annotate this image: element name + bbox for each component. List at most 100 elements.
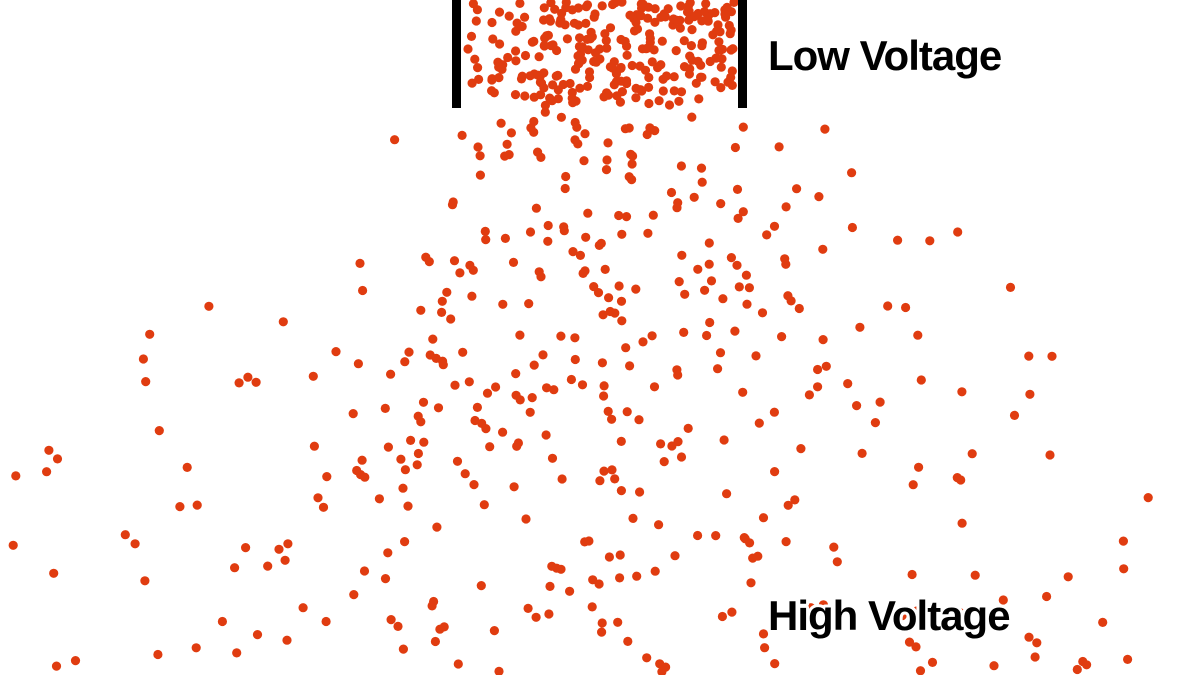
particle bbox=[471, 16, 481, 26]
particle bbox=[442, 287, 452, 297]
particle bbox=[727, 80, 737, 90]
particle bbox=[355, 258, 365, 268]
particle bbox=[683, 1, 693, 12]
particle bbox=[481, 235, 491, 245]
particle bbox=[322, 472, 332, 482]
particle bbox=[533, 147, 543, 157]
particle bbox=[544, 609, 554, 619]
particle bbox=[283, 539, 293, 549]
particle bbox=[605, 62, 616, 72]
particle bbox=[813, 382, 823, 392]
particle bbox=[565, 586, 575, 596]
particle bbox=[230, 563, 240, 573]
particle bbox=[847, 168, 857, 178]
particle bbox=[549, 385, 559, 395]
particle bbox=[274, 544, 284, 554]
particle bbox=[557, 474, 567, 484]
particle bbox=[957, 387, 967, 397]
particle bbox=[489, 626, 499, 636]
particle bbox=[626, 149, 636, 159]
particle bbox=[712, 26, 722, 36]
particle bbox=[511, 56, 521, 66]
particle bbox=[855, 322, 865, 332]
particle bbox=[429, 596, 439, 607]
particle bbox=[818, 244, 828, 254]
particle bbox=[1047, 351, 1057, 361]
particle bbox=[476, 581, 486, 591]
particle bbox=[191, 643, 201, 653]
particle bbox=[729, 0, 739, 7]
particle bbox=[955, 608, 965, 618]
particle bbox=[561, 0, 571, 7]
particle bbox=[321, 616, 331, 627]
particle bbox=[622, 407, 632, 417]
particle bbox=[911, 642, 921, 652]
particle bbox=[636, 11, 646, 21]
particle bbox=[524, 299, 534, 309]
particle bbox=[705, 56, 715, 67]
particle bbox=[579, 156, 589, 166]
particle bbox=[568, 98, 578, 108]
particle bbox=[580, 129, 590, 139]
particle bbox=[694, 94, 704, 104]
particle bbox=[726, 45, 736, 55]
particle bbox=[821, 361, 831, 371]
particle bbox=[374, 494, 384, 504]
particle bbox=[627, 60, 637, 71]
particle bbox=[649, 382, 660, 392]
particle bbox=[781, 537, 791, 547]
particle bbox=[552, 45, 562, 56]
particle bbox=[643, 43, 653, 53]
particle bbox=[559, 222, 569, 232]
particle bbox=[820, 124, 830, 134]
particle bbox=[600, 29, 610, 39]
particle bbox=[595, 44, 605, 54]
particle bbox=[669, 72, 679, 82]
particle bbox=[748, 553, 758, 563]
particle bbox=[897, 611, 907, 621]
particle bbox=[883, 301, 893, 311]
particle bbox=[710, 8, 720, 18]
particle bbox=[466, 31, 477, 41]
particle bbox=[497, 64, 507, 74]
particle bbox=[644, 98, 654, 109]
particle bbox=[705, 317, 715, 328]
particle bbox=[627, 159, 637, 169]
particle bbox=[450, 380, 460, 390]
particle bbox=[659, 9, 669, 19]
particle bbox=[710, 77, 720, 87]
particle bbox=[141, 377, 151, 387]
particle bbox=[574, 41, 585, 52]
particle bbox=[539, 15, 549, 25]
particle bbox=[217, 616, 227, 627]
particle bbox=[658, 86, 668, 96]
particle bbox=[653, 63, 663, 73]
particle bbox=[494, 666, 504, 675]
particle bbox=[726, 253, 737, 263]
particle bbox=[511, 369, 521, 379]
particle bbox=[758, 629, 769, 639]
particle bbox=[430, 636, 440, 647]
particle bbox=[540, 33, 550, 43]
particle bbox=[472, 402, 482, 412]
particle bbox=[613, 617, 623, 627]
particle bbox=[644, 82, 654, 92]
particle bbox=[581, 232, 591, 242]
particle bbox=[724, 20, 734, 31]
particle bbox=[398, 644, 408, 654]
particle bbox=[727, 607, 737, 617]
particle bbox=[783, 500, 793, 510]
particle bbox=[683, 423, 693, 433]
particle bbox=[913, 330, 923, 340]
particle bbox=[487, 75, 497, 85]
particle bbox=[473, 63, 483, 73]
particle bbox=[719, 435, 729, 445]
particle bbox=[494, 7, 505, 17]
particle bbox=[1025, 389, 1035, 399]
particle bbox=[621, 343, 631, 353]
particle bbox=[403, 501, 413, 511]
particle bbox=[481, 424, 491, 434]
particle bbox=[543, 220, 553, 231]
particle bbox=[632, 571, 642, 581]
